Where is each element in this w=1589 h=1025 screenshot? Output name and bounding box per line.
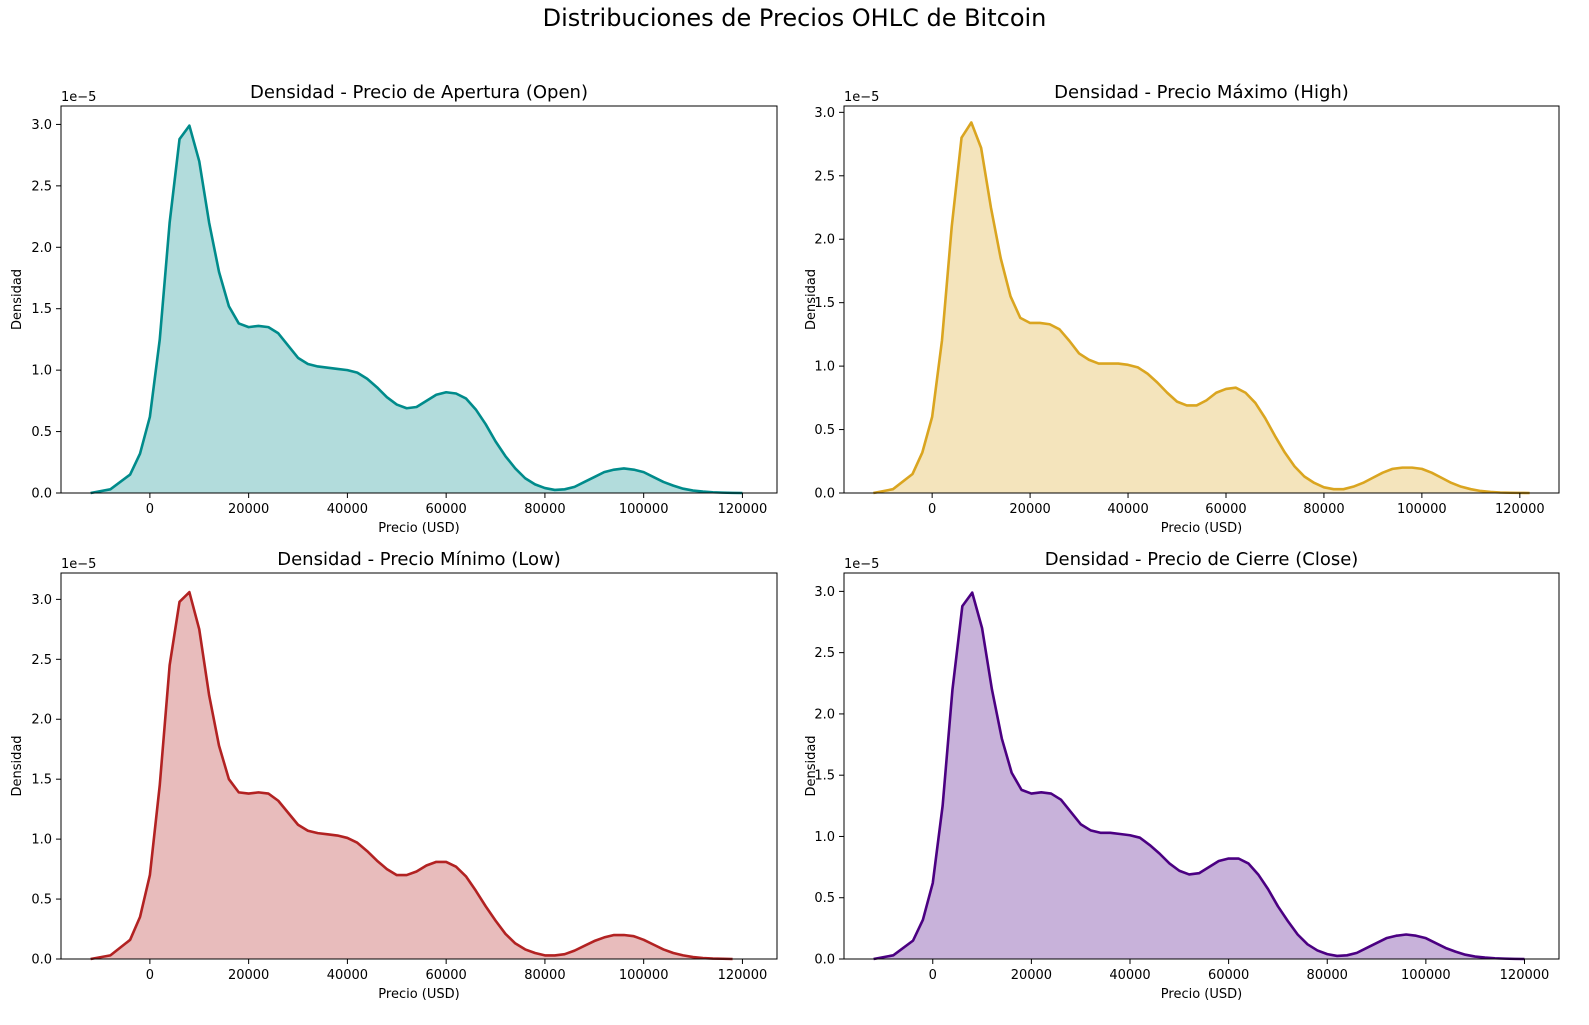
x-tick-label: 100000 [619, 968, 669, 983]
y-tick-label: 0.5 [31, 425, 52, 440]
y-tick-label: 2.0 [31, 713, 52, 728]
plot-frame-low [60, 572, 778, 960]
x-axis-label-open: Precio (USD) [378, 521, 459, 536]
x-tick-label: 100000 [619, 502, 669, 517]
x-tick-label: 40000 [1109, 968, 1150, 983]
y-tick-label: 2.5 [31, 179, 52, 194]
x-tick-label: 60000 [1205, 502, 1246, 517]
density-line-open [90, 124, 743, 495]
x-tick-label: 120000 [1495, 502, 1545, 517]
chart-panel-high: Densidad - Precio Máximo (High) 0 20000 400… [804, 82, 1560, 536]
y-tick-label: 2.0 [814, 233, 835, 248]
x-tick-label: 20000 [1009, 502, 1050, 517]
x-axis-label-high: Precio (USD) [1161, 521, 1242, 536]
x-tick-label: 20000 [228, 502, 269, 517]
x-axis-label-low: Precio (USD) [378, 987, 459, 1002]
y-tick-label: 0.5 [31, 893, 52, 908]
y-offset-label-low: 1e−5 [61, 557, 96, 572]
x-tick-label: 20000 [228, 968, 269, 983]
y-tick-label: 3.0 [31, 593, 52, 608]
x-tick-label: 80000 [1307, 968, 1348, 983]
x-axis-label-close: Precio (USD) [1161, 987, 1242, 1002]
y-tick-label: 3.0 [814, 106, 835, 121]
y-tick-label: 0.5 [814, 423, 835, 438]
y-tick-label: 2.5 [814, 169, 835, 184]
y-offset-label-high: 1e−5 [844, 90, 879, 105]
x-tick-label: 60000 [425, 502, 466, 517]
y-tick-label: 0.5 [814, 891, 835, 906]
x-tick-label: 80000 [524, 502, 565, 517]
x-tick-label: 0 [146, 502, 154, 517]
y-tick-label: 0.0 [814, 953, 835, 968]
y-axis-label-open: Densidad [10, 269, 25, 330]
x-tick-label: 40000 [327, 502, 368, 517]
x-tick-label: 80000 [1303, 502, 1344, 517]
y-offset-label-close: 1e−5 [844, 557, 879, 572]
y-axis-label-close: Densidad [804, 735, 819, 796]
chart-panel-open: Densidad - Precio de Apertura (Open) 0 200… [10, 82, 778, 536]
density-area-close [873, 592, 1525, 959]
density-line-low [90, 590, 733, 961]
density-line-close [873, 591, 1525, 961]
y-tick-label: 3.0 [814, 585, 835, 600]
y-tick-label: 3.0 [31, 118, 52, 133]
plot-frame-open [60, 105, 778, 494]
y-axis-label-high: Densidad [804, 269, 819, 330]
panel-title-close: Densidad - Precio de Cierre (Close) [1045, 549, 1359, 570]
plot-frame-close [843, 572, 1560, 960]
density-area-low [90, 592, 733, 959]
density-area-high [873, 122, 1530, 493]
y-axis-label-low: Densidad [10, 735, 25, 796]
y-tick-label: 2.5 [31, 653, 52, 668]
y-tick-label: 1.0 [814, 830, 835, 845]
x-tick-label: 0 [929, 968, 937, 983]
x-tick-label: 80000 [524, 968, 565, 983]
y-tick-label: 2.0 [814, 707, 835, 722]
x-tick-label: 100000 [1397, 502, 1447, 517]
density-line-high [873, 121, 1530, 495]
y-tick-label: 1.0 [31, 833, 52, 848]
x-tick-label: 60000 [425, 968, 466, 983]
x-tick-label: 60000 [1208, 968, 1249, 983]
y-tick-label: 1.0 [814, 360, 835, 375]
plot-frame-high [843, 105, 1560, 494]
x-tick-label: 100000 [1401, 968, 1451, 983]
y-tick-label: 1.5 [814, 296, 835, 311]
y-tick-label: 1.5 [814, 769, 835, 784]
panel-title-high: Densidad - Precio Máximo (High) [1054, 82, 1349, 103]
x-tick-label: 40000 [327, 968, 368, 983]
panel-title-low: Densidad - Precio Mínimo (Low) [277, 549, 561, 570]
y-offset-label-open: 1e−5 [61, 90, 96, 105]
density-area-open [90, 125, 743, 493]
y-tick-label: 1.5 [31, 302, 52, 317]
y-tick-label: 2.0 [31, 241, 52, 256]
x-tick-label: 0 [928, 502, 936, 517]
x-tick-label: 0 [146, 968, 154, 983]
y-tick-label: 1.5 [31, 773, 52, 788]
x-tick-label: 120000 [1500, 968, 1550, 983]
chart-panel-close: Densidad - Precio de Cierre (Close) 0 2000… [804, 549, 1560, 1002]
y-tick-label: 2.5 [814, 646, 835, 661]
x-tick-label: 40000 [1107, 502, 1148, 517]
x-tick-label: 20000 [1011, 968, 1052, 983]
chart-panel-low: Densidad - Precio Mínimo (Low) 0 20000 4000… [10, 549, 778, 1002]
x-tick-label: 120000 [718, 968, 768, 983]
x-tick-label: 120000 [718, 502, 768, 517]
y-tick-label: 0.0 [31, 487, 52, 502]
y-tick-label: 0.0 [31, 953, 52, 968]
y-tick-label: 0.0 [814, 487, 835, 502]
panel-title-open: Densidad - Precio de Apertura (Open) [250, 82, 588, 103]
figure-title: Distribuciones de Precios OHLC de Bitcoi… [542, 4, 1047, 32]
y-tick-label: 1.0 [31, 364, 52, 379]
